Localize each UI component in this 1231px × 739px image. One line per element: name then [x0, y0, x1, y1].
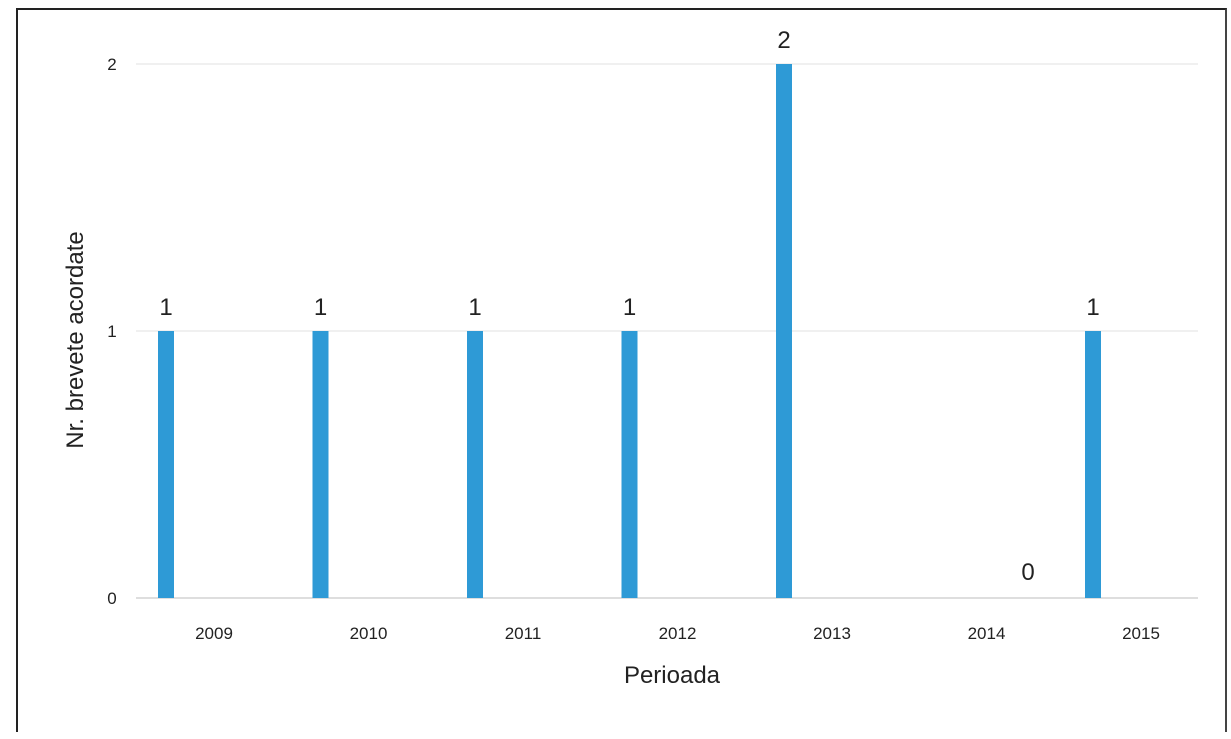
y-tick-label-2: 2	[107, 55, 116, 74]
data-label-2015: 1	[1086, 294, 1099, 321]
x-axis-title: Perioada	[624, 662, 721, 689]
bar-2012	[621, 331, 638, 598]
x-tick-label-2013: 2013	[813, 624, 851, 643]
x-tick-label-2015: 2015	[1122, 624, 1160, 643]
data-label-2009: 1	[159, 294, 172, 321]
bars	[158, 64, 1101, 598]
x-tick-label-2010: 2010	[350, 624, 388, 643]
data-labels: 1 1 1 1 2 0 1	[159, 27, 1099, 586]
bar-2013	[776, 64, 792, 598]
data-label-2010: 1	[314, 294, 327, 321]
y-axis-title: Nr. brevete acordate	[62, 231, 89, 448]
gridlines	[136, 63, 1198, 599]
data-label-2013: 2	[777, 27, 790, 54]
data-label-2014: 0	[1021, 559, 1034, 586]
x-tick-label-2014: 2014	[968, 624, 1006, 643]
bar-2009	[158, 331, 174, 598]
y-tick-labels: 0 1 2	[107, 55, 116, 608]
x-tick-labels: 2009 2010 2011 2012 2013 2014 2015	[195, 624, 1160, 643]
bar-2011	[467, 331, 483, 598]
x-tick-label-2009: 2009	[195, 624, 233, 643]
bar-2010	[312, 331, 329, 598]
bar-chart: 012 2009 2010 2011 2012 2013 2014 2015 1 1 1 1201…	[62, 27, 1198, 689]
bar-2015	[1085, 331, 1101, 598]
data-label-2012: 1	[623, 294, 636, 321]
y-tick-label-1: 1	[107, 322, 116, 341]
data-label-2011: 1	[468, 294, 481, 321]
x-tick-label-2012: 2012	[659, 624, 697, 643]
y-tick-label-0: 0	[107, 589, 116, 608]
x-tick-label-2011: 2011	[505, 624, 542, 643]
